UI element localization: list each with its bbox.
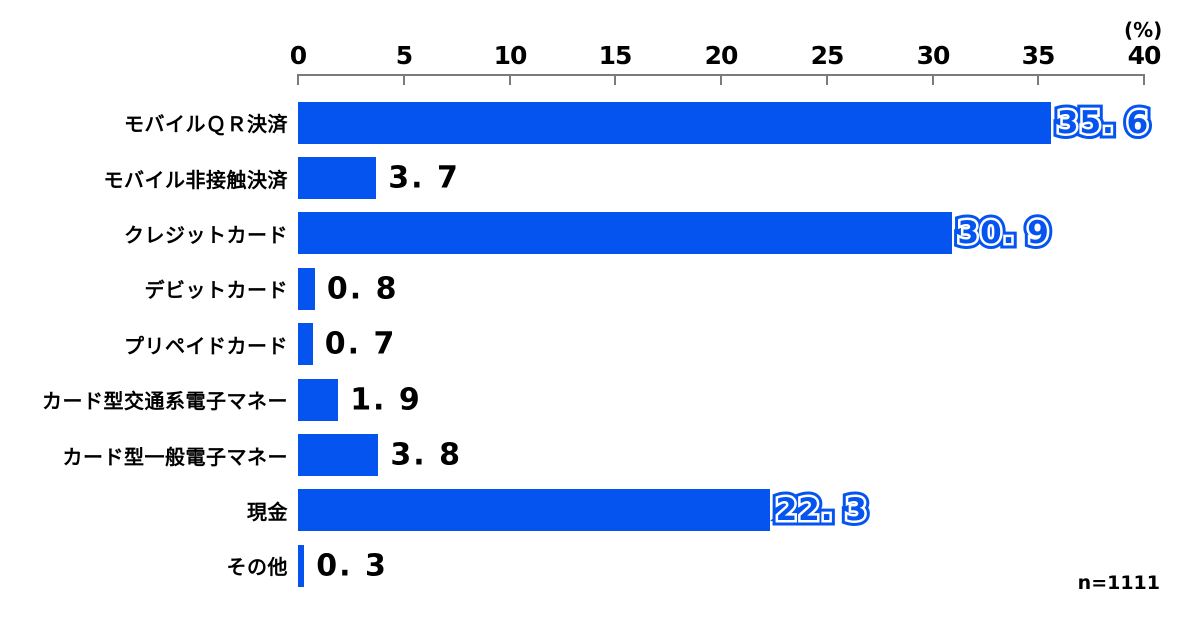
category-label: カード型一般電子マネー (62, 444, 288, 469)
bar-row: カード型交通系電子マネー 1. 9 (0, 372, 1200, 427)
category-label: プリペイドカード (124, 333, 288, 358)
bar-track: 30. 9 30. 9 30. 9 (288, 206, 1200, 261)
value-outline-outer: 35. 6 (1051, 100, 1153, 145)
value-text: 22. 3 (775, 492, 868, 529)
bar (298, 212, 952, 255)
bar-row: モバイル非接触決済 3. 7 (0, 150, 1200, 205)
sample-size-note: n=1111 (1077, 572, 1160, 594)
value-label: 3. 7 (388, 160, 460, 196)
bar (298, 489, 770, 532)
category-label: モバイル非接触決済 (103, 167, 288, 192)
category-label: デビットカード (144, 278, 288, 303)
axis-tick-label: 10 (493, 41, 528, 70)
value-outline-inner: 35. 6 (1054, 103, 1150, 142)
axis-tick-label: 15 (598, 41, 633, 70)
bar (298, 434, 379, 477)
axis-tick-mark (614, 74, 616, 85)
axis-tick-label: 0 (289, 41, 307, 70)
bar-track: 0. 7 (288, 317, 1200, 372)
value-text: 30. 9 (957, 215, 1050, 252)
category-label: モバイルＱＲ決済 (124, 112, 288, 137)
category-label: その他 (226, 555, 288, 580)
value-outline-inner: 22. 3 (773, 491, 869, 530)
bar-track: 0. 8 (288, 261, 1200, 316)
axis-tick-label: 30 (916, 41, 951, 70)
bar (298, 267, 315, 310)
bar-row: クレジットカード 30. 9 30. 9 30. 9 (0, 206, 1200, 261)
axis-tick-label: 25 (810, 41, 845, 70)
bar (298, 323, 313, 366)
value-text: 35. 6 (1056, 104, 1150, 141)
axis-tick-mark (826, 74, 828, 85)
axis-tick-mark (1143, 74, 1145, 85)
axis-tick-mark (297, 74, 299, 85)
axis-unit-label: (%) (1124, 18, 1163, 42)
bar-row: カード型一般電子マネー 3. 8 (0, 427, 1200, 482)
category-label: クレジットカード (124, 222, 288, 247)
value-label: 3. 8 (390, 437, 462, 473)
bar-row: デビットカード 0. 8 (0, 261, 1200, 316)
bar-row: その他 0. 3 (0, 538, 1200, 593)
bar (298, 544, 305, 587)
value-label: 35. 6 35. 6 35. 6 (1051, 100, 1153, 145)
bar (298, 157, 377, 200)
bar-track: 1. 9 (288, 372, 1200, 427)
value-label: 0. 3 (316, 548, 388, 584)
bar-row: プリペイドカード 0. 7 (0, 317, 1200, 372)
axis-tick-mark (932, 74, 934, 85)
value-label: 0. 8 (326, 271, 399, 307)
value-label: 30. 9 30. 9 30. 9 (952, 211, 1054, 256)
value-outline-outer: 22. 3 (770, 488, 872, 533)
bar (298, 101, 1051, 144)
axis-tick-mark (720, 74, 722, 85)
axis-tick-label: 5 (395, 41, 413, 70)
value-label: 0. 7 (324, 326, 397, 362)
bar-track: 3. 8 (288, 427, 1200, 482)
axis-tick-label: 40 (1127, 41, 1162, 70)
bar-row: 現金 22. 3 22. 3 22. 3 (0, 483, 1200, 538)
bar-track: 22. 3 22. 3 22. 3 (288, 483, 1200, 538)
bar-row: モバイルＱＲ決済 35. 6 35. 6 35. 6 (0, 95, 1200, 150)
axis-tick-mark (403, 74, 405, 85)
value-outline-outer: 30. 9 (952, 211, 1054, 256)
bar-track: 35. 6 35. 6 35. 6 (288, 95, 1200, 150)
bar-rows: モバイルＱＲ決済 35. 6 35. 6 35. 6 モバイル非接触決済 3. … (0, 95, 1200, 594)
category-label: 現金 (247, 499, 288, 524)
axis-tick-mark (509, 74, 511, 85)
axis-tick-label: 20 (704, 41, 739, 70)
axis-tick-label: 35 (1021, 41, 1056, 70)
bar-track: 0. 3 (288, 538, 1200, 593)
value-label: 1. 9 (350, 382, 422, 418)
value-outline-inner: 30. 9 (955, 214, 1051, 253)
category-label: カード型交通系電子マネー (42, 389, 288, 414)
value-label: 22. 3 22. 3 22. 3 (770, 488, 872, 533)
bar-track: 3. 7 (288, 150, 1200, 205)
axis-tick-mark (1037, 74, 1039, 85)
bar (298, 378, 339, 421)
